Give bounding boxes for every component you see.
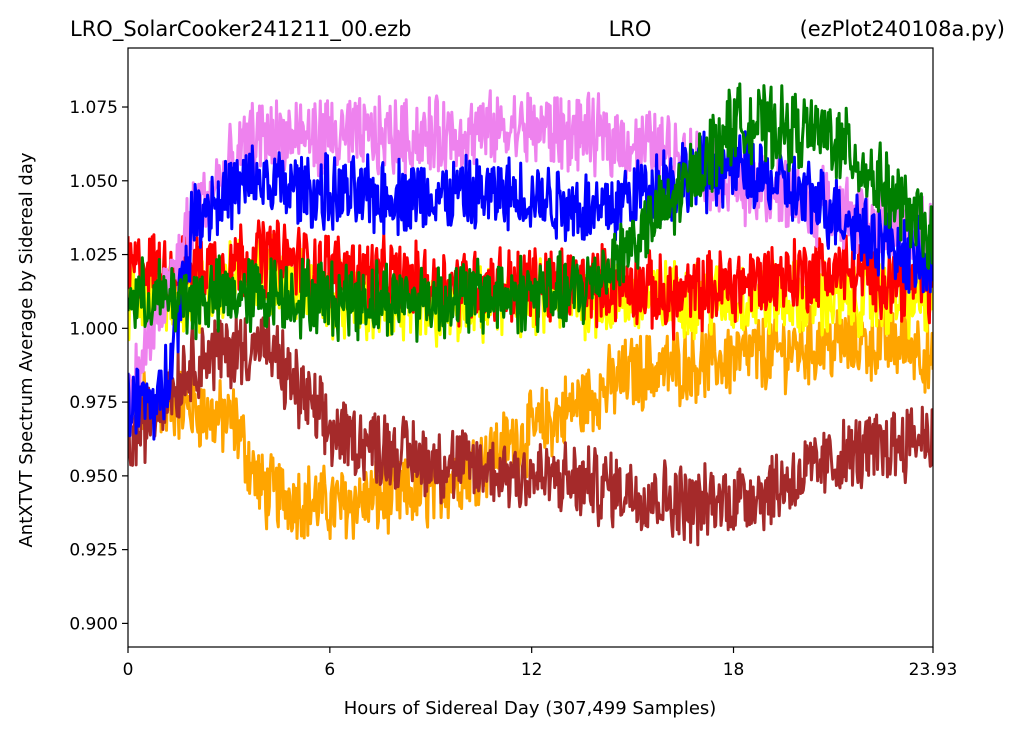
- y-tick-label: 0.925: [69, 541, 118, 561]
- x-tick-label: 18: [723, 660, 745, 680]
- y-tick-label: 1.000: [69, 319, 118, 339]
- series-line-4: [128, 89, 933, 426]
- x-tick-label: 0: [123, 660, 134, 680]
- x-tick-label: 6: [324, 660, 335, 680]
- y-axis-ticks: 0.900 0.925 0.950 0.975 1.000 1.025 1.050 1.075: [69, 98, 128, 634]
- plot-frame: [127, 47, 934, 648]
- y-tick-label: 1.050: [69, 172, 118, 192]
- y-axis-label: AntXTVT Spectrum Average by Sidereal day: [16, 152, 37, 547]
- y-tick-label: 1.075: [69, 98, 118, 118]
- series-line-0: [128, 301, 933, 540]
- y-tick-label: 0.900: [69, 614, 118, 634]
- series-layer: [128, 82, 933, 547]
- chart-title-right: (ezPlot240108a.py): [800, 17, 1005, 41]
- series-line-6: [128, 82, 933, 343]
- x-tick-label: 23.93: [909, 660, 958, 680]
- y-tick-label: 1.025: [69, 246, 118, 266]
- series-line-5: [128, 128, 933, 441]
- y-tick-label: 0.950: [69, 467, 118, 487]
- y-tick-label: 0.975: [69, 393, 118, 413]
- x-axis-ticks: 0 6 12 18 23.93: [123, 647, 958, 680]
- x-axis-label: Hours of Sidereal Day (307,499 Samples): [344, 698, 717, 719]
- series-line-2: [128, 219, 933, 341]
- chart-title-center: LRO: [609, 17, 652, 41]
- chart-title-left: LRO_SolarCooker241211_00.ezb: [70, 17, 412, 42]
- series-line-3: [128, 314, 933, 547]
- x-tick-label: 12: [521, 660, 543, 680]
